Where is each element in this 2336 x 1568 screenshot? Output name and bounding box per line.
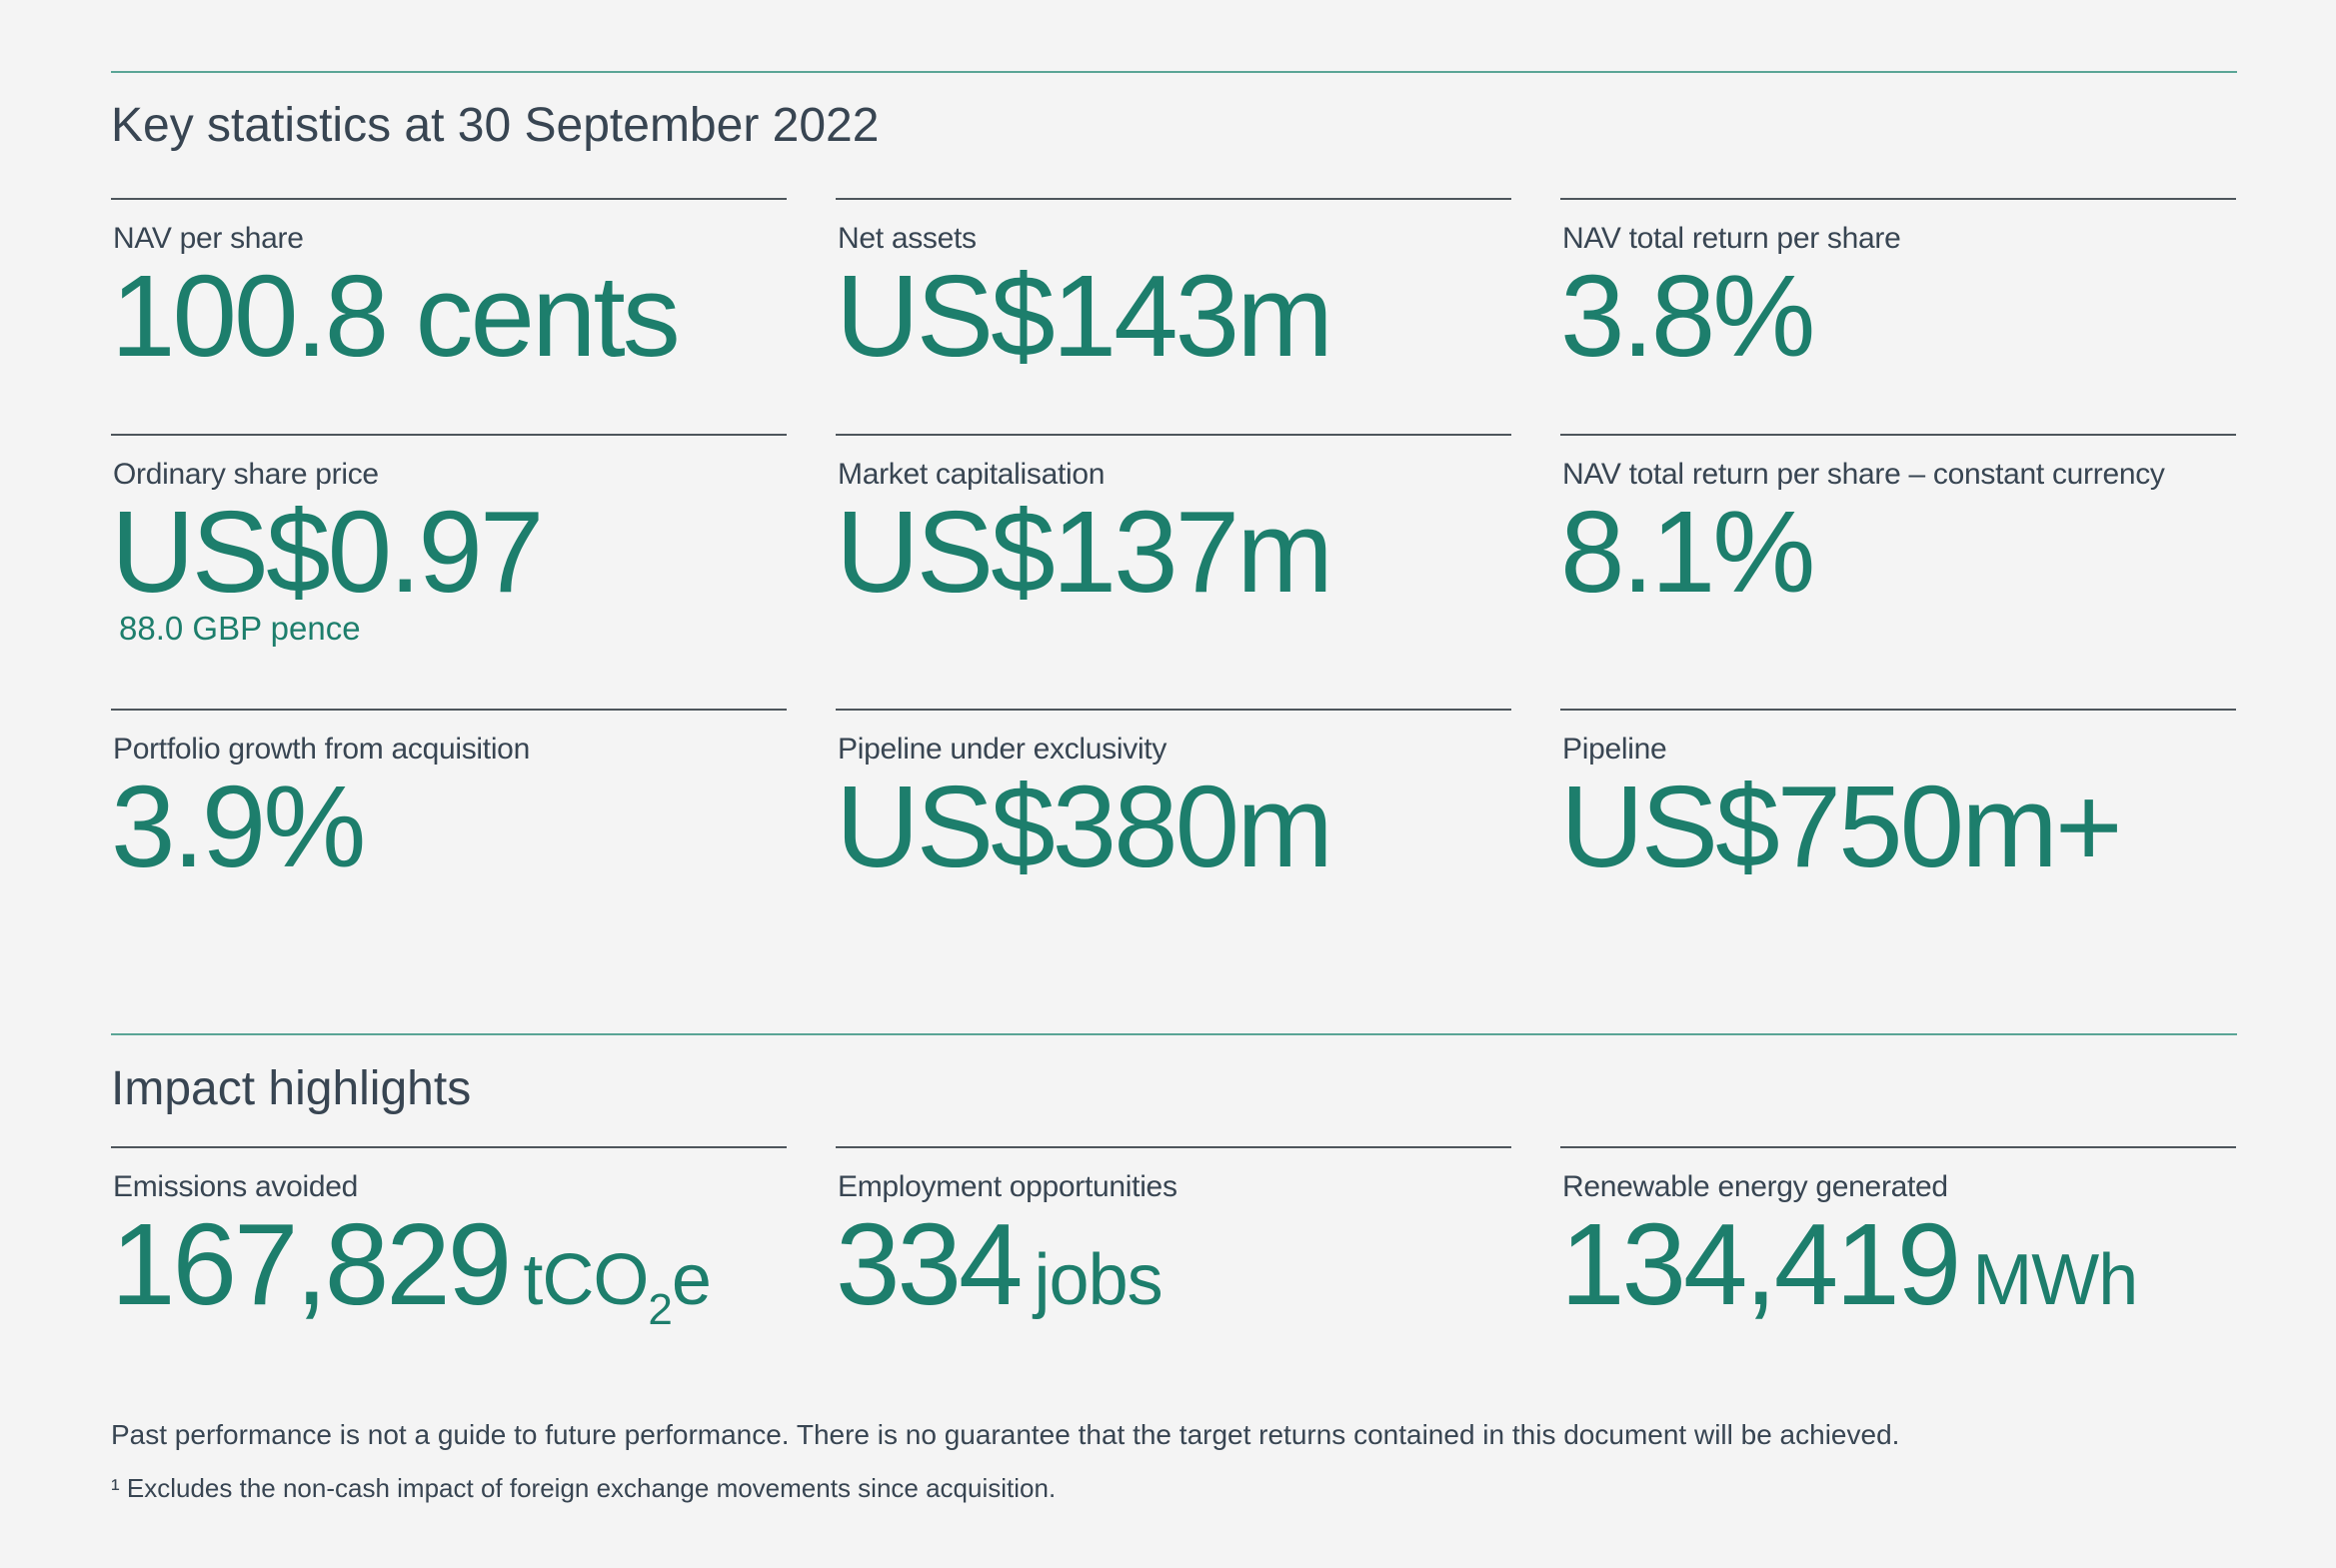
stat-value: 8.1% — [1560, 487, 1815, 617]
stat-label: Portfolio growth from acquisition — [113, 733, 530, 766]
stat-value: US$380m — [836, 762, 1333, 891]
stat-label: Renewable energy generated — [1562, 1170, 1948, 1203]
stat-nav-per-share: NAV per share 100.8 cents — [111, 198, 787, 378]
stat-portfolio-growth: Portfolio growth from acquisition 3.9% — [111, 709, 787, 888]
stat-divider — [1560, 709, 2236, 711]
unit-end: e — [671, 1240, 712, 1320]
stat-market-capitalisation: Market capitalisation US$137m — [836, 434, 1511, 614]
section-divider — [111, 71, 2237, 73]
stat-value: 3.9% — [111, 762, 366, 891]
stat-nav-total-return: NAV total return per share 3.8% — [1560, 198, 2236, 378]
disclaimer-text: Past performance is not a guide to futur… — [111, 1419, 1900, 1450]
stat-label: Pipeline — [1562, 733, 1667, 766]
impact-emissions-avoided: Emissions avoided 167,829 tCO2e — [111, 1146, 787, 1331]
footnote-text: ¹ Excludes the non-cash impact of foreig… — [111, 1473, 1057, 1503]
stat-value: 134,419 MWh — [1560, 1203, 2236, 1326]
impact-number: 134,419 — [1560, 1199, 1961, 1329]
impact-number: 334 — [836, 1199, 1024, 1329]
stat-divider — [836, 1146, 1511, 1148]
stat-pipeline: Pipeline US$750m+ — [1560, 709, 2236, 888]
impact-highlights-title: Impact highlights — [111, 1062, 472, 1115]
stat-label: Net assets — [838, 222, 977, 255]
stat-divider — [111, 1146, 787, 1148]
unit-subscript: 2 — [648, 1284, 673, 1334]
stat-label: Pipeline under exclusivity — [838, 733, 1168, 766]
stat-pipeline-exclusivity: Pipeline under exclusivity US$380m — [836, 709, 1511, 888]
stat-divider — [111, 709, 787, 711]
stat-ordinary-share-price: Ordinary share price US$0.97 88.0 GBP pe… — [111, 434, 787, 648]
stat-value: 100.8 cents — [111, 251, 681, 381]
stat-divider — [836, 709, 1511, 711]
stat-divider — [111, 434, 787, 436]
impact-renewable-energy: Renewable energy generated 134,419 MWh — [1560, 1146, 2236, 1326]
stat-net-assets: Net assets US$143m — [836, 198, 1511, 378]
stat-value: 167,829 tCO2e — [111, 1203, 787, 1331]
impact-unit: tCO2e — [523, 1240, 712, 1331]
stat-value: US$137m — [836, 487, 1333, 617]
stat-label: NAV total return per share – constant cu… — [1562, 458, 2165, 491]
stat-value: 334 jobs — [836, 1203, 1511, 1326]
stat-nav-constant-currency: NAV total return per share – constant cu… — [1560, 434, 2236, 614]
stat-label: Employment opportunities — [838, 1170, 1177, 1203]
stat-divider — [836, 434, 1511, 436]
stat-value: US$750m+ — [1560, 762, 2123, 891]
impact-employment-opportunities: Employment opportunities 334 jobs — [836, 1146, 1511, 1326]
stat-divider — [111, 198, 787, 200]
stat-divider — [1560, 434, 2236, 436]
stat-value: US$143m — [836, 251, 1333, 381]
stat-value: 3.8% — [1560, 251, 1815, 381]
stat-divider — [836, 198, 1511, 200]
key-statistics-title: Key statistics at 30 September 2022 — [111, 99, 880, 152]
stat-label: Ordinary share price — [113, 458, 379, 491]
stat-divider — [1560, 1146, 2236, 1148]
stat-divider — [1560, 198, 2236, 200]
stat-subvalue: 88.0 GBP pence — [119, 609, 361, 647]
stat-label: Market capitalisation — [838, 458, 1106, 491]
stat-label: Emissions avoided — [113, 1170, 359, 1203]
impact-number: 167,829 — [111, 1199, 512, 1329]
unit-main: tCO — [523, 1240, 649, 1320]
impact-unit: MWh — [1972, 1240, 2138, 1320]
impact-unit: jobs — [1034, 1240, 1164, 1320]
stat-value: US$0.97 — [111, 487, 544, 617]
stat-label: NAV per share — [113, 222, 304, 255]
stat-label: NAV total return per share — [1562, 222, 1901, 255]
section-divider — [111, 1033, 2237, 1035]
